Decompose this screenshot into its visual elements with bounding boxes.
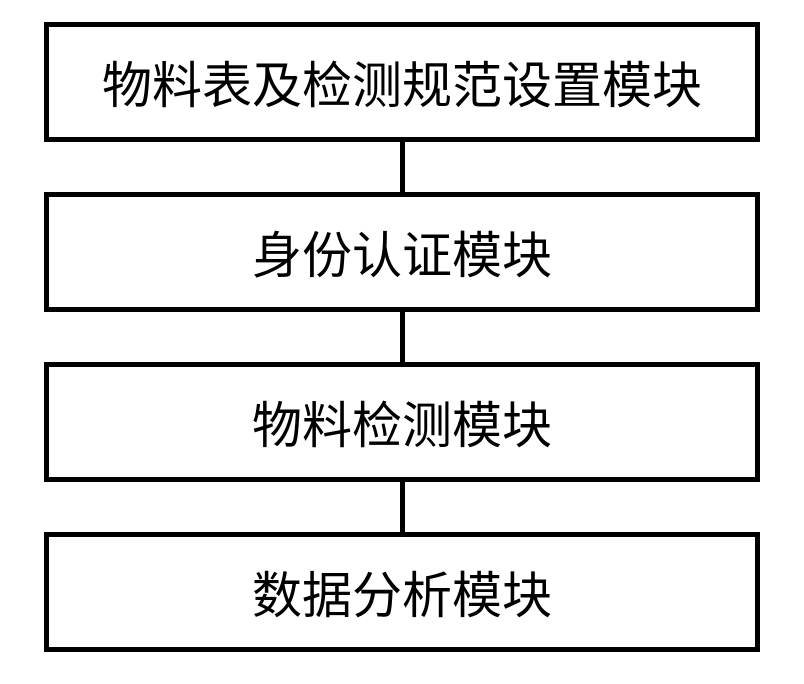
flowchart-connector bbox=[400, 312, 405, 362]
flowchart-container: 物料表及检测规范设置模块身份认证模块物料检测模块数据分析模块 bbox=[44, 22, 760, 652]
flowchart-node-label: 物料检测模块 bbox=[252, 386, 552, 458]
flowchart-node-label: 身份认证模块 bbox=[252, 216, 552, 288]
flowchart-node-node4: 数据分析模块 bbox=[44, 532, 760, 652]
flowchart-node-label: 数据分析模块 bbox=[252, 556, 552, 628]
flowchart-node-node2: 身份认证模块 bbox=[44, 192, 760, 312]
flowchart-connector bbox=[400, 482, 405, 532]
flowchart-node-label: 物料表及检测规范设置模块 bbox=[102, 46, 702, 118]
flowchart-node-node1: 物料表及检测规范设置模块 bbox=[44, 22, 760, 142]
flowchart-node-node3: 物料检测模块 bbox=[44, 362, 760, 482]
flowchart-connector bbox=[400, 142, 405, 192]
